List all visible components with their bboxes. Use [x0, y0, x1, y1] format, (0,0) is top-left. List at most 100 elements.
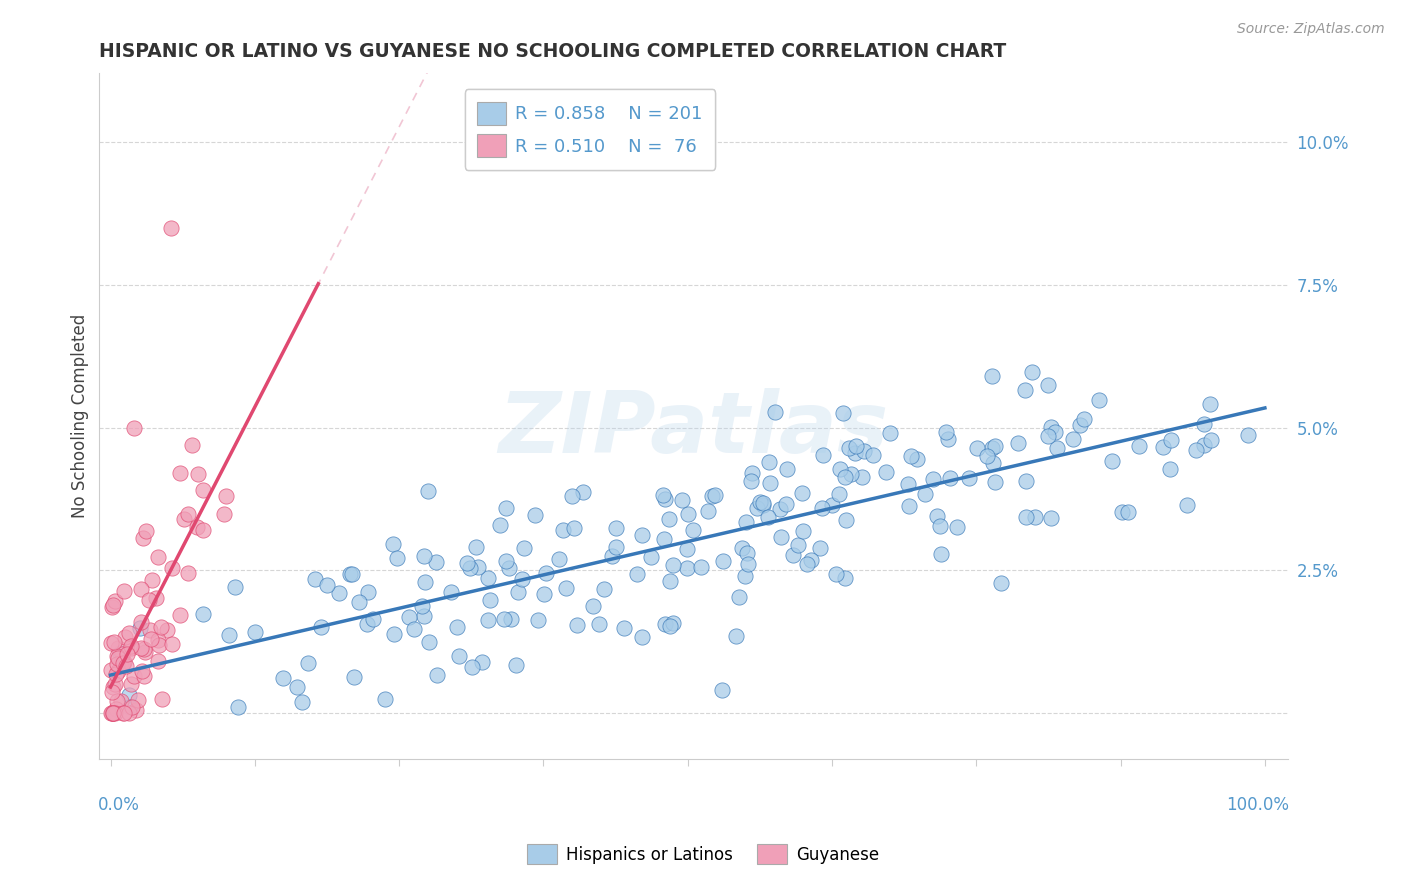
- Point: [737, 557, 759, 571]
- Point: [905, 452, 928, 467]
- Point: [945, 519, 967, 533]
- Point: [489, 517, 512, 532]
- Point: [658, 574, 681, 588]
- Point: [752, 496, 775, 510]
- Point: [139, 632, 162, 646]
- Point: [875, 465, 897, 479]
- Point: [921, 472, 943, 486]
- Point: [499, 612, 522, 626]
- Point: [658, 512, 681, 526]
- Point: [100, 685, 122, 699]
- Point: [413, 608, 436, 623]
- Point: [1046, 442, 1069, 456]
- Point: [1014, 383, 1036, 397]
- Point: [132, 669, 155, 683]
- Point: [245, 624, 267, 639]
- Point: [900, 449, 922, 463]
- Point: [495, 500, 517, 515]
- Point: [756, 510, 779, 524]
- Point: [477, 613, 499, 627]
- Point: [461, 659, 484, 673]
- Point: [561, 489, 583, 503]
- Point: [935, 425, 957, 439]
- Point: [110, 646, 132, 660]
- Point: [129, 621, 152, 635]
- Point: [148, 550, 170, 565]
- Point: [107, 664, 129, 678]
- Point: [1021, 365, 1043, 379]
- Point: [976, 449, 998, 463]
- Point: [120, 639, 142, 653]
- Text: 0.0%: 0.0%: [98, 797, 139, 814]
- Point: [191, 524, 214, 538]
- Point: [101, 598, 124, 612]
- Point: [758, 455, 780, 469]
- Point: [112, 706, 135, 720]
- Point: [159, 220, 181, 235]
- Point: [710, 683, 733, 698]
- Point: [536, 566, 558, 580]
- Point: [565, 618, 588, 632]
- Point: [914, 486, 936, 500]
- Point: [728, 590, 751, 604]
- Point: [1039, 420, 1062, 434]
- Point: [630, 528, 652, 542]
- Point: [763, 405, 786, 419]
- Point: [834, 513, 856, 527]
- Point: [132, 531, 155, 545]
- Point: [107, 651, 129, 665]
- Point: [440, 585, 463, 599]
- Point: [1014, 474, 1036, 488]
- Point: [811, 500, 834, 515]
- Point: [304, 572, 326, 586]
- Text: HISPANIC OR LATINO VS GUYANESE NO SCHOOLING COMPLETED CORRELATION CHART: HISPANIC OR LATINO VS GUYANESE NO SCHOOL…: [98, 42, 1007, 61]
- Point: [741, 466, 763, 480]
- Point: [121, 700, 143, 714]
- Text: 100.0%: 100.0%: [1226, 797, 1289, 814]
- Point: [425, 555, 447, 569]
- Legend: R = 0.858    N = 201, R = 0.510    N =  76: R = 0.858 N = 201, R = 0.510 N = 76: [465, 89, 716, 170]
- Point: [1101, 453, 1123, 467]
- Point: [215, 489, 238, 503]
- Point: [114, 630, 136, 644]
- Point: [186, 520, 208, 534]
- Point: [1236, 428, 1258, 442]
- Point: [652, 533, 675, 547]
- Point: [600, 549, 623, 563]
- Point: [118, 700, 141, 714]
- Point: [690, 560, 713, 574]
- Point: [413, 574, 436, 589]
- Point: [114, 655, 136, 669]
- Point: [845, 439, 868, 453]
- Point: [747, 500, 769, 515]
- Point: [120, 677, 142, 691]
- Point: [381, 537, 404, 551]
- Point: [1038, 377, 1060, 392]
- Point: [966, 442, 988, 456]
- Point: [1116, 505, 1139, 519]
- Point: [752, 498, 775, 512]
- Point: [844, 446, 866, 460]
- Point: [834, 571, 856, 585]
- Point: [129, 641, 152, 656]
- Point: [593, 582, 616, 596]
- Point: [107, 657, 129, 671]
- Point: [654, 491, 676, 506]
- Point: [464, 540, 486, 554]
- Point: [193, 483, 215, 498]
- Point: [1069, 417, 1091, 432]
- Point: [572, 485, 595, 500]
- Point: [776, 462, 799, 476]
- Point: [1087, 392, 1109, 407]
- Point: [309, 619, 332, 633]
- Point: [118, 706, 141, 720]
- Point: [357, 584, 380, 599]
- Point: [821, 498, 844, 512]
- Point: [169, 607, 191, 622]
- Point: [141, 573, 163, 587]
- Point: [101, 706, 124, 720]
- Point: [800, 553, 823, 567]
- Point: [125, 703, 148, 717]
- Point: [458, 561, 481, 575]
- Point: [839, 467, 862, 482]
